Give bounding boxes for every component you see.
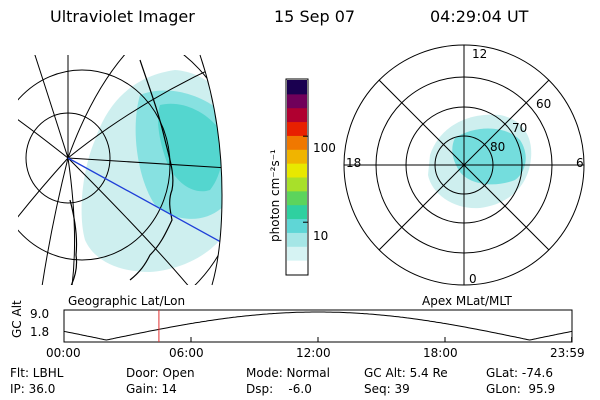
colorbar-cell [287,177,307,192]
colorbar-cell [287,190,307,206]
orbit-xtick-0000: 00:00 [46,346,81,360]
orbit-ytick-1.8: 1.8 [30,325,50,339]
geographic-caption: Geographic Lat/Lon [68,294,186,308]
mode-readout: Mode: Normal [246,366,330,380]
mlt-label-18: 18 [346,156,362,170]
colorbar-cell [287,232,307,247]
orbit-xtick-2359: 23:59 [550,346,585,360]
colorbar-cell [287,121,307,136]
colorbar-cell [287,218,307,233]
colorbar-cell [287,246,307,261]
ip-readout: IP: 36.0 [10,382,56,396]
colorbar-tick-100: 100 [313,141,336,155]
apex-caption: Apex MLat/MLT [422,294,512,308]
mlt-label-6: 6 [576,156,584,170]
colorbar-cell [287,204,307,220]
glat-readout: GLat: -74.6 [486,366,553,380]
instrument-title: Ultraviolet Imager [50,7,195,26]
door-readout: Door: Open [126,366,195,380]
date-label: 15 Sep 07 [274,7,356,26]
filter-readout: Flt: LBHL [10,366,64,380]
orbit-ytick-9: 9.0 [30,307,50,321]
aurora-bright-zone [158,103,222,192]
mlt-label-0: 0 [469,272,477,286]
seq-readout: Seq: 39 [364,382,410,396]
colorbar-cell [287,93,307,109]
colorbar-tick-10: 10 [313,229,329,243]
colorbar-cell [287,149,307,164]
time-label: 04:29:04 UT [430,7,529,26]
mlat-label-70: 70 [512,121,528,135]
dsp-readout: Dsp: -6.0 [246,382,312,396]
orbit-ylabel: GC Alt [10,300,24,338]
colorbar-cell [287,107,307,123]
glon-readout: GLon: 95.9 [486,382,556,396]
mlat-label-60: 60 [536,97,552,111]
gain-readout: Gain: 14 [126,382,177,396]
gc-alt-readout: GC Alt: 5.4 Re [364,366,448,380]
orbit-xtick-0600: 06:00 [169,346,204,360]
colorbar-cell [287,80,307,95]
colorbar-cell [287,135,307,150]
mlt-label-12: 12 [472,47,488,61]
orbit-xtick-1200: 12:00 [296,346,331,360]
polar-aurora-core [452,128,526,185]
orbit-xtick-1800: 18:00 [423,346,458,360]
colorbar-cell [287,163,307,178]
mlat-label-80: 80 [490,140,506,154]
colorbar-cell [287,260,307,275]
